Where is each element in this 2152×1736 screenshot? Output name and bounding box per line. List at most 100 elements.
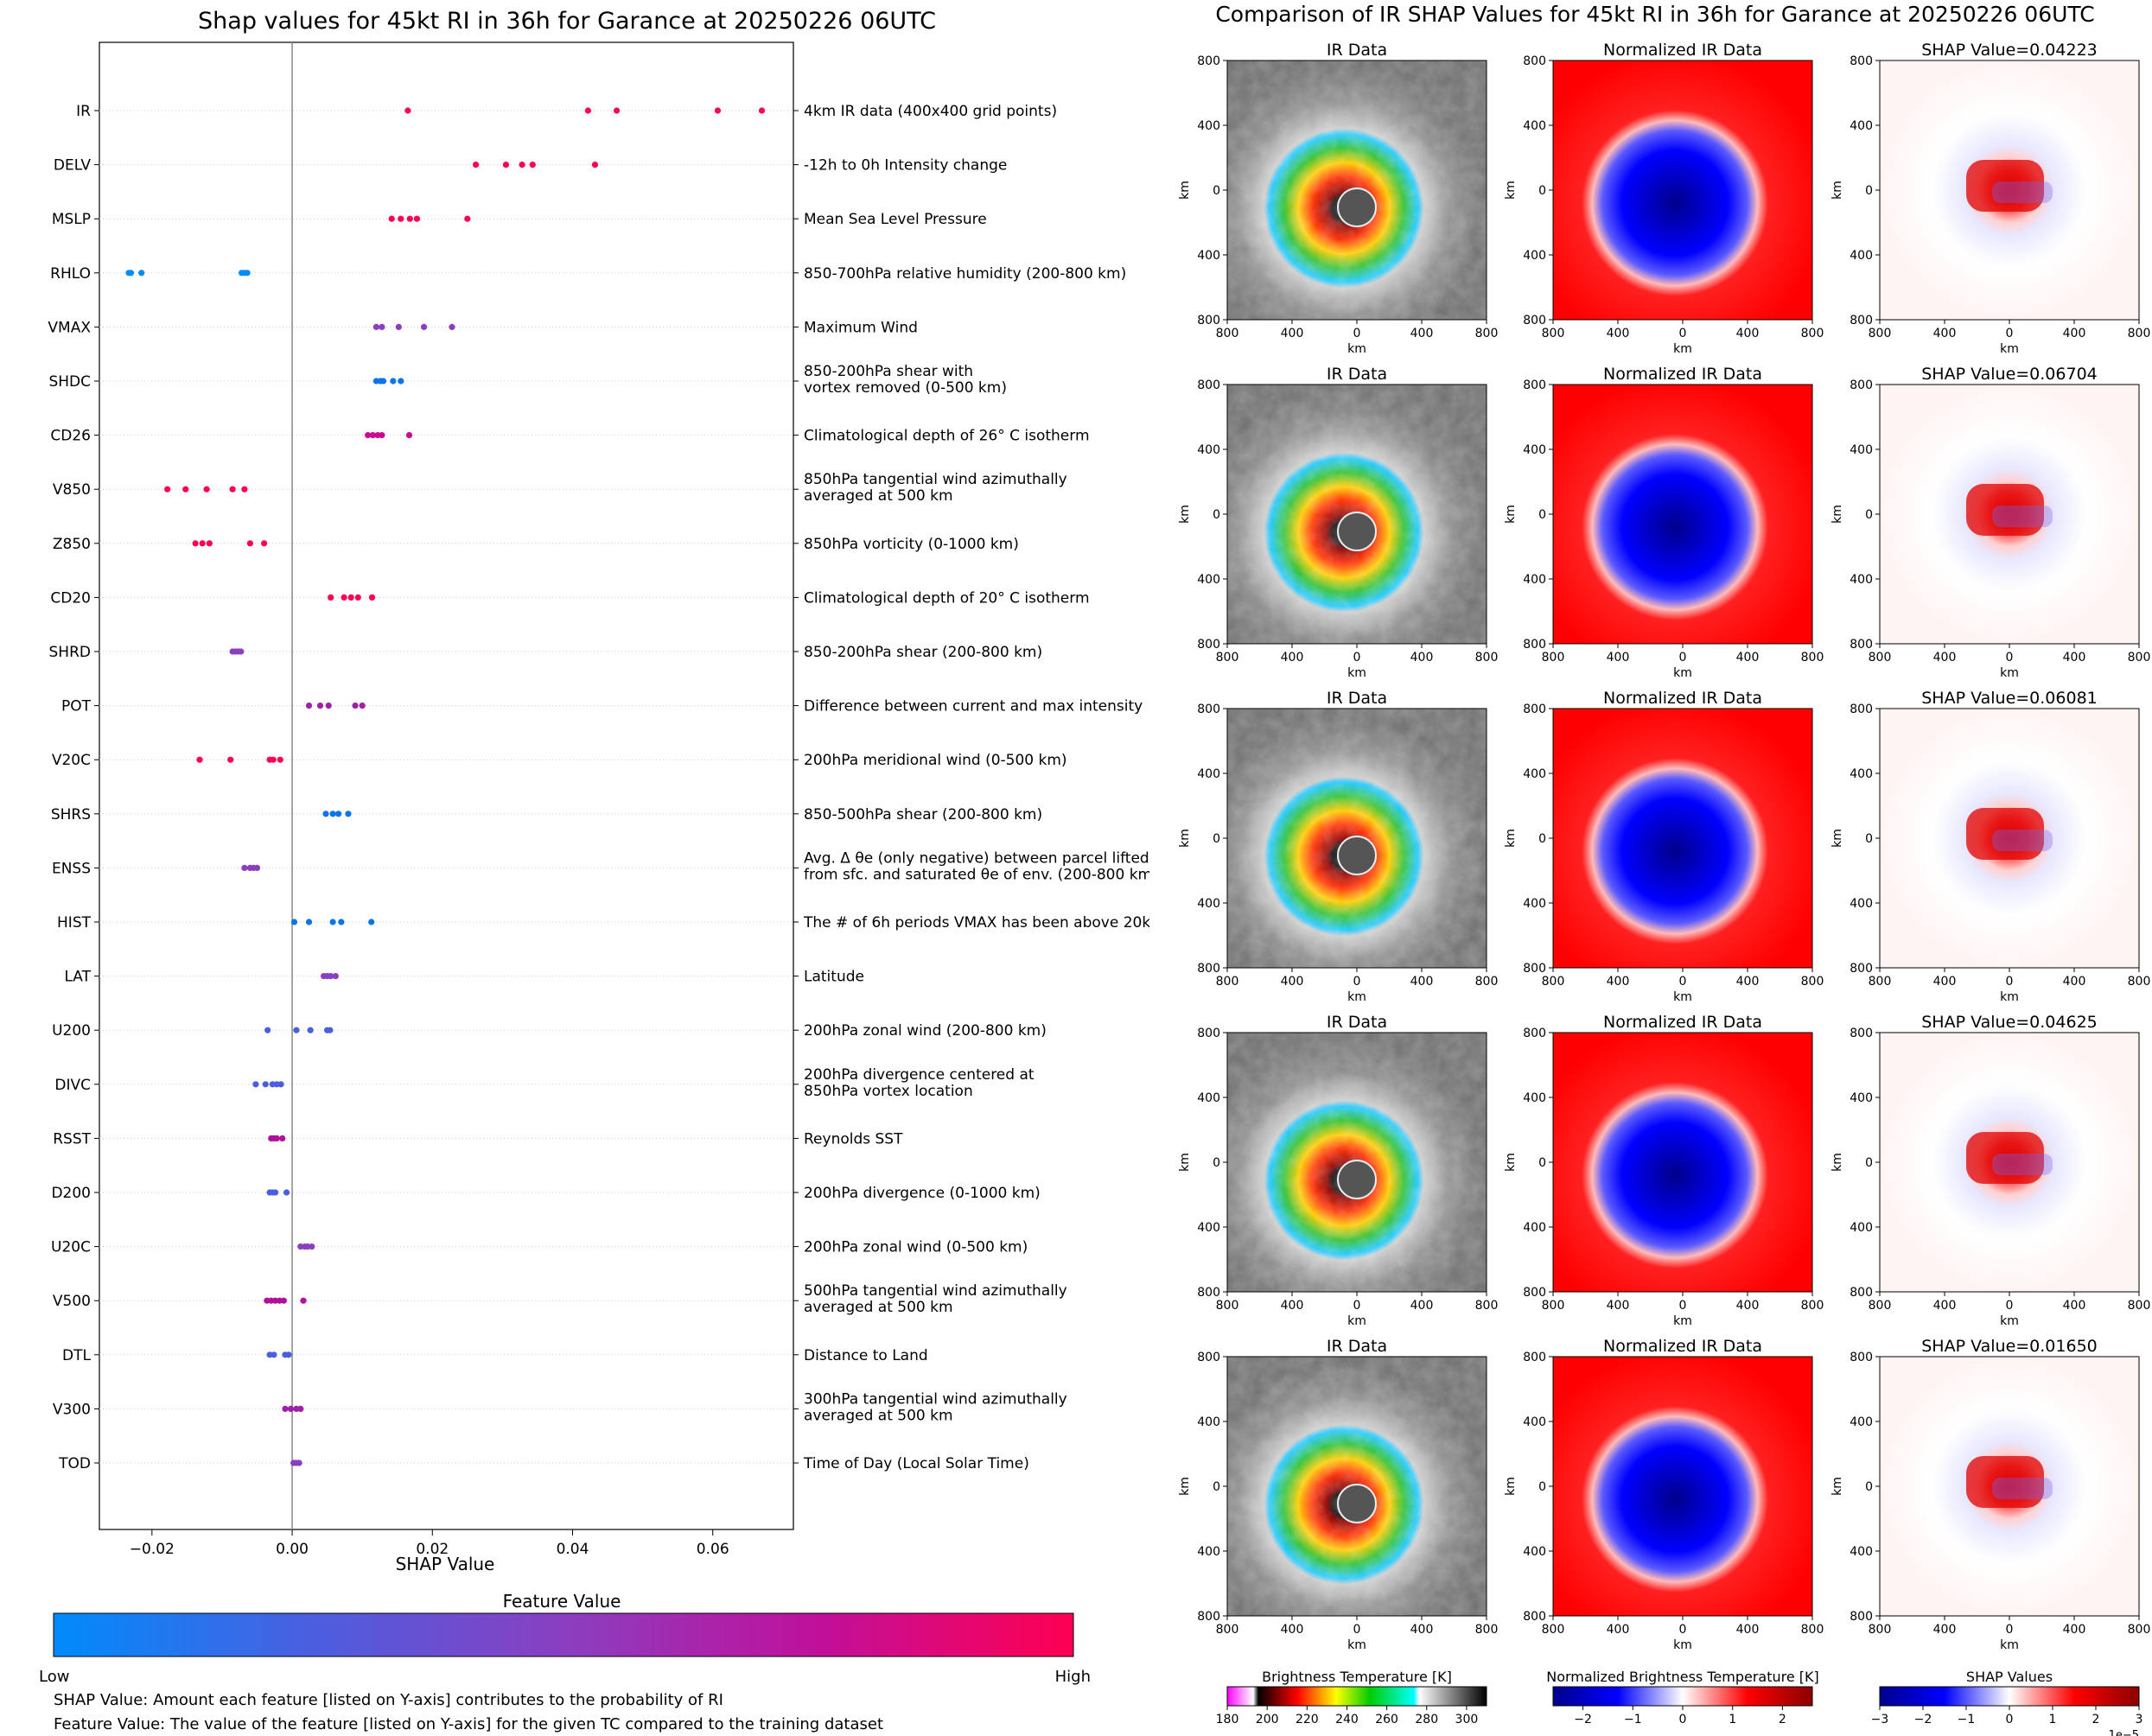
feature-name-label: V500 [53, 1293, 91, 1310]
panel-x-tick-label: 0 [1679, 975, 1687, 989]
shap-point [287, 1405, 295, 1412]
panel-x-tick-label: 800 [1801, 1623, 1824, 1637]
shap-point [262, 1081, 269, 1088]
panel-x-tick-label: 800 [1475, 1623, 1499, 1637]
image-panel: SHAP Value=0.046258008004004000040040080… [1830, 1013, 2150, 1328]
colorbar-gradient [1226, 1686, 1487, 1707]
shap-point [280, 1297, 287, 1304]
storm-eye [1337, 1160, 1377, 1199]
storm-eye [1337, 836, 1377, 875]
panel-y-tick-label: 0 [1865, 508, 1873, 522]
shap-hotspot [1966, 484, 2044, 536]
panel-x-tick-label: 800 [1542, 1299, 1565, 1313]
shap-point [413, 215, 421, 222]
shap-point [379, 378, 387, 385]
panel-y-tick-label: 0 [1538, 1480, 1546, 1494]
colorbar-gradient [1879, 1686, 2140, 1707]
panel-y-tick-label: 800 [1197, 378, 1220, 392]
x-axis-label: SHAP Value [396, 1554, 495, 1574]
shap-point [328, 973, 334, 980]
panel-title: SHAP Value=0.06704 [1921, 365, 2098, 384]
feature-description-label: 4km IR data (400x400 grid points) [804, 103, 1057, 120]
image-panel: SHAP Value=0.060818008004004000040040080… [1830, 689, 2150, 1004]
shap-point [196, 756, 203, 763]
feature-name-label: U200 [52, 1022, 91, 1040]
panel-y-tick-label: 800 [1523, 54, 1546, 68]
feature-description-label: Difference between current and max inten… [804, 698, 1143, 715]
panel-y-axis-label: km [1504, 181, 1518, 200]
shap-summary-chart: Shap values for 45kt RI in 36h for Garan… [39, 8, 1149, 1733]
shap-point [206, 540, 213, 547]
panel-y-tick-label: 800 [1850, 703, 1873, 716]
shap-point [252, 1081, 259, 1088]
panel-x-tick-label: 800 [1801, 1299, 1824, 1313]
feature-description-label: Mean Sea Level Pressure [804, 211, 987, 228]
shap-point [591, 162, 599, 169]
shap-point [307, 1027, 314, 1033]
colorbar-tick-label: −2 [1574, 1713, 1592, 1726]
panel-x-tick-label: 800 [1542, 1623, 1565, 1637]
panel-x-tick-label: 800 [1869, 975, 1892, 989]
panel-field [1553, 1033, 1812, 1292]
shap-point [203, 486, 210, 493]
panel-x-axis-label: km [1673, 990, 1692, 1004]
colorbar-tick-label: 2 [1779, 1713, 1786, 1726]
feature-description-label: Climatological depth of 26° C isotherm [804, 428, 1090, 445]
panel-title: Normalized IR Data [1603, 41, 1762, 60]
feature-description-label: 200hPa zonal wind (0-500 km) [804, 1239, 1028, 1256]
panel-y-axis-label: km [1504, 505, 1518, 524]
panel-x-axis-label: km [2000, 1314, 2019, 1328]
shap-point [127, 270, 135, 277]
shap-coldspot [1992, 181, 2053, 203]
panel-y-tick-label: 400 [1523, 443, 1546, 457]
x-tick-label: 0.02 [416, 1541, 449, 1558]
shap-point [138, 270, 145, 277]
storm-eye [1337, 1484, 1377, 1523]
right-chart-title: Comparison of IR SHAP Values for 45kt RI… [1215, 2, 2094, 27]
shap-point [229, 486, 236, 493]
panel-x-tick-label: 400 [1736, 651, 1760, 665]
panel-y-tick-label: 0 [1538, 832, 1546, 846]
panel-y-tick-label: 800 [1197, 1286, 1220, 1300]
panel-x-axis-label: km [2000, 990, 2019, 1004]
shap-point [614, 107, 621, 114]
panel-y-tick-label: 400 [1850, 443, 1873, 457]
panel-x-tick-label: 400 [2063, 1623, 2086, 1637]
panel-x-tick-label: 800 [2128, 651, 2151, 665]
panel-y-tick-label: 400 [1197, 573, 1220, 587]
panel-x-axis-label: km [2000, 666, 2019, 680]
panel-y-tick-label: 0 [1865, 184, 1873, 198]
shap-point [388, 215, 395, 222]
shap-point [271, 1351, 277, 1358]
panel-y-tick-label: 400 [1197, 443, 1220, 457]
panel-x-tick-label: 400 [2063, 1299, 2086, 1313]
panel-x-tick-label: 0 [1353, 1299, 1361, 1313]
panel-x-tick-label: 800 [1869, 327, 1892, 340]
panel-x-tick-label: 800 [1542, 327, 1565, 340]
panel-x-tick-label: 400 [1607, 651, 1630, 665]
panel-y-axis-label: km [1178, 1477, 1192, 1496]
panel-x-tick-label: 800 [1869, 1623, 1892, 1637]
shap-point [293, 1027, 300, 1033]
panel-y-axis-label: km [1178, 829, 1192, 848]
shap-point [379, 432, 385, 439]
panel-y-tick-label: 0 [1538, 1156, 1546, 1170]
panel-x-axis-label: km [1347, 666, 1366, 680]
colorbar-tick-label: 220 [1296, 1713, 1319, 1726]
panel-y-tick-label: 800 [1523, 378, 1546, 392]
shap-point [182, 486, 189, 493]
note-feature-value: Feature Value: The value of the feature … [54, 1715, 883, 1733]
shap-point [406, 215, 413, 222]
panel-x-tick-label: 400 [2063, 327, 2086, 340]
feature-description-label: Climatological depth of 20° C isotherm [804, 589, 1090, 607]
panel-x-tick-label: 400 [1410, 1623, 1434, 1637]
panel-field [1553, 60, 1812, 320]
panel-y-tick-label: 400 [1197, 249, 1220, 263]
panel-x-axis-label: km [1347, 342, 1366, 356]
panel-y-tick-label: 800 [1197, 638, 1220, 652]
feature-description-label: 850hPa tangential wind azimuthally [804, 471, 1067, 488]
panel-x-tick-label: 400 [1736, 975, 1760, 989]
shap-point [354, 594, 361, 601]
